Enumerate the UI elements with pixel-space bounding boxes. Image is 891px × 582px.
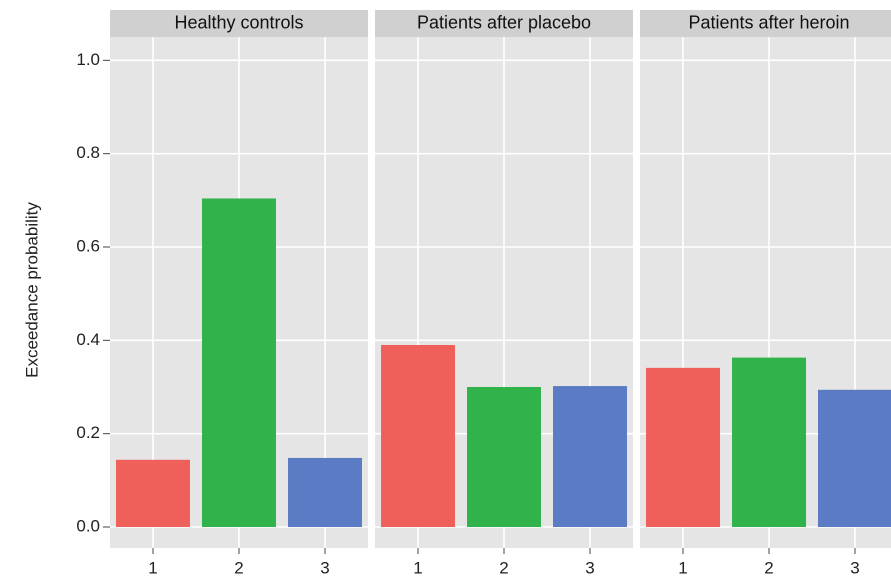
bar (646, 367, 720, 527)
bar (381, 345, 455, 527)
x-tick-label: 1 (148, 558, 157, 577)
x-tick-label: 1 (413, 558, 422, 577)
x-tick-label: 3 (585, 558, 594, 577)
x-tick-label: 2 (499, 558, 508, 577)
strip-background (640, 10, 891, 37)
bar (467, 387, 541, 527)
bar (202, 198, 276, 527)
bar (732, 357, 806, 527)
x-tick-label: 3 (850, 558, 859, 577)
y-axis-label: Exceedance probability (22, 202, 41, 378)
y-tick-label: 0.4 (76, 330, 100, 349)
strip-background (110, 10, 368, 37)
y-tick-label: 0.0 (76, 516, 100, 535)
bar (818, 389, 891, 527)
x-tick-label: 2 (764, 558, 773, 577)
bar (116, 459, 190, 527)
x-tick-label: 2 (234, 558, 243, 577)
y-tick-label: 1.0 (76, 50, 100, 69)
panel-title: Healthy controls (174, 12, 303, 32)
bar (553, 386, 627, 527)
strip-background (375, 10, 633, 37)
x-tick-label: 1 (678, 558, 687, 577)
bar (288, 457, 362, 527)
y-tick-label: 0.6 (76, 236, 100, 255)
panel-title: Patients after heroin (688, 12, 849, 32)
y-tick-label: 0.2 (76, 423, 100, 442)
x-tick-label: 3 (320, 558, 329, 577)
y-tick-label: 0.8 (76, 143, 100, 162)
panel-title: Patients after placebo (417, 12, 591, 32)
